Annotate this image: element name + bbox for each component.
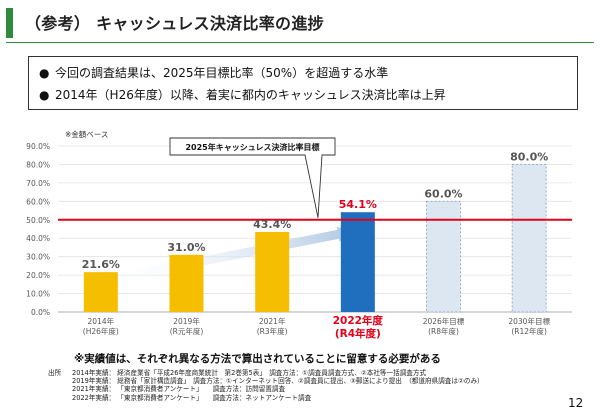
- x-tick-label: 2019年: [173, 316, 200, 326]
- bar-1: [169, 254, 204, 312]
- target-callout-box: [169, 137, 336, 218]
- bullet-dot-icon: ●: [39, 88, 50, 102]
- x-tick-sublabel: (R8年度): [428, 326, 459, 336]
- bar-2: [255, 231, 290, 312]
- data-label: 21.6%: [82, 258, 120, 271]
- source-row: 出所 2014年実績： 経済産業省「平成26年度商業統計 第2巻第5表」 調査方法…: [48, 369, 484, 377]
- target-callout-label: 2025年キャッシュレス決済比率目標: [185, 142, 319, 152]
- source-row: 2021年実績： 「東京都消費者アンケート」 調査方法：訪問留置調査: [48, 385, 484, 393]
- x-tick-label: 2030年目標: [508, 316, 550, 326]
- data-label: 80.0%: [510, 150, 548, 163]
- y-tick-label: 50.0%: [26, 216, 50, 225]
- y-tick-label: 40.0%: [26, 234, 50, 243]
- y-tick-label: 80.0%: [26, 160, 50, 169]
- y-tick-label: 0.0%: [31, 308, 50, 317]
- x-tick-label: 2014年: [88, 316, 115, 326]
- source-row: 2019年実績： 総務省「家計構造調査」 調査方法：①インターネット回答、②調査…: [48, 377, 484, 385]
- bullet-dot-icon: ●: [39, 66, 50, 80]
- x-tick-label: 2022年度: [333, 314, 384, 327]
- y-tick-label: 20.0%: [26, 271, 50, 280]
- chart-basis-note: ※金額ベース: [65, 129, 108, 139]
- page-title: （参考） キャッシュレス決済比率の進捗: [25, 14, 324, 33]
- page-number: 12: [568, 396, 584, 410]
- sources-block: 出所 2014年実績： 経済産業省「平成26年度商業統計 第2巻第5表」 調査方法…: [48, 369, 484, 402]
- sources-label: 出所: [48, 369, 62, 377]
- summary-box: ● 今回の調査結果は、2025年目標比率（50%）を超過する水準 ● 2014年（H…: [28, 56, 578, 110]
- source-text: 2014年実績： 経済産業省「平成26年度商業統計 第2巻第5表」 調査方法：①…: [72, 369, 427, 377]
- source-text: 2022年実績： 「東京都消費者アンケート」 調査方法：ネットアンケート調査: [72, 393, 312, 402]
- y-tick-label: 30.0%: [26, 253, 50, 262]
- title-bar: （参考） キャッシュレス決済比率の進捗: [6, 8, 600, 38]
- summary-bullet: ● 2014年（H26年度）以降、着実に都内のキャッシュレス決済比率は上昇: [39, 86, 446, 103]
- y-tick-label: 60.0%: [26, 197, 50, 206]
- summary-bullet-text: 2014年（H26年度）以降、着実に都内のキャッシュレス決済比率は上昇: [55, 88, 446, 102]
- bar-3: [340, 212, 375, 312]
- data-label: 54.1%: [339, 198, 377, 211]
- bar-0: [83, 272, 118, 312]
- y-tick-label: 70.0%: [26, 179, 50, 188]
- x-tick-label: 2026年目標: [423, 316, 465, 326]
- x-tick-sublabel: (H26年度): [83, 326, 119, 336]
- summary-bullet-text: 今回の調査結果は、2025年目標比率（50%）を超過する水準: [55, 66, 389, 80]
- bar-4: [426, 200, 461, 313]
- summary-bullet: ● 今回の調査結果は、2025年目標比率（50%）を超過する水準: [39, 64, 388, 81]
- x-tick-sublabel: (R元年度): [170, 326, 204, 336]
- data-label: 43.4%: [253, 218, 291, 231]
- y-tick-label: 10.0%: [26, 290, 50, 299]
- bar-5: [511, 163, 547, 313]
- y-tick-label: 90.0%: [26, 142, 50, 151]
- data-label: 60.0%: [424, 187, 462, 200]
- x-tick-sublabel: (R12年度): [511, 326, 547, 336]
- source-text: 2019年実績： 総務省「家計構造調査」 調査方法：①インターネット回答、②調査…: [72, 377, 484, 386]
- source-text: 2021年実績： 「東京都消費者アンケート」 調査方法：訪問留置調査: [72, 385, 286, 394]
- x-tick-sublabel: (R3年度): [257, 326, 288, 336]
- x-tick-sublabel: (R4年度): [335, 327, 381, 340]
- title-divider: [6, 42, 594, 43]
- x-tick-label: 2021年: [259, 316, 286, 326]
- cashless-ratio-chart: 2025年キャッシュレス決済比率目標 ※金額ベース 0.0% 10.0% 20.0% 3…: [26, 129, 572, 340]
- footnote: ※実績値は、それぞれ異なる方法で算出されていることに留意する必要がある: [74, 353, 441, 365]
- source-row: 2022年実績： 「東京都消費者アンケート」 調査方法：ネットアンケート調査: [48, 394, 484, 402]
- data-label: 31.0%: [167, 241, 205, 254]
